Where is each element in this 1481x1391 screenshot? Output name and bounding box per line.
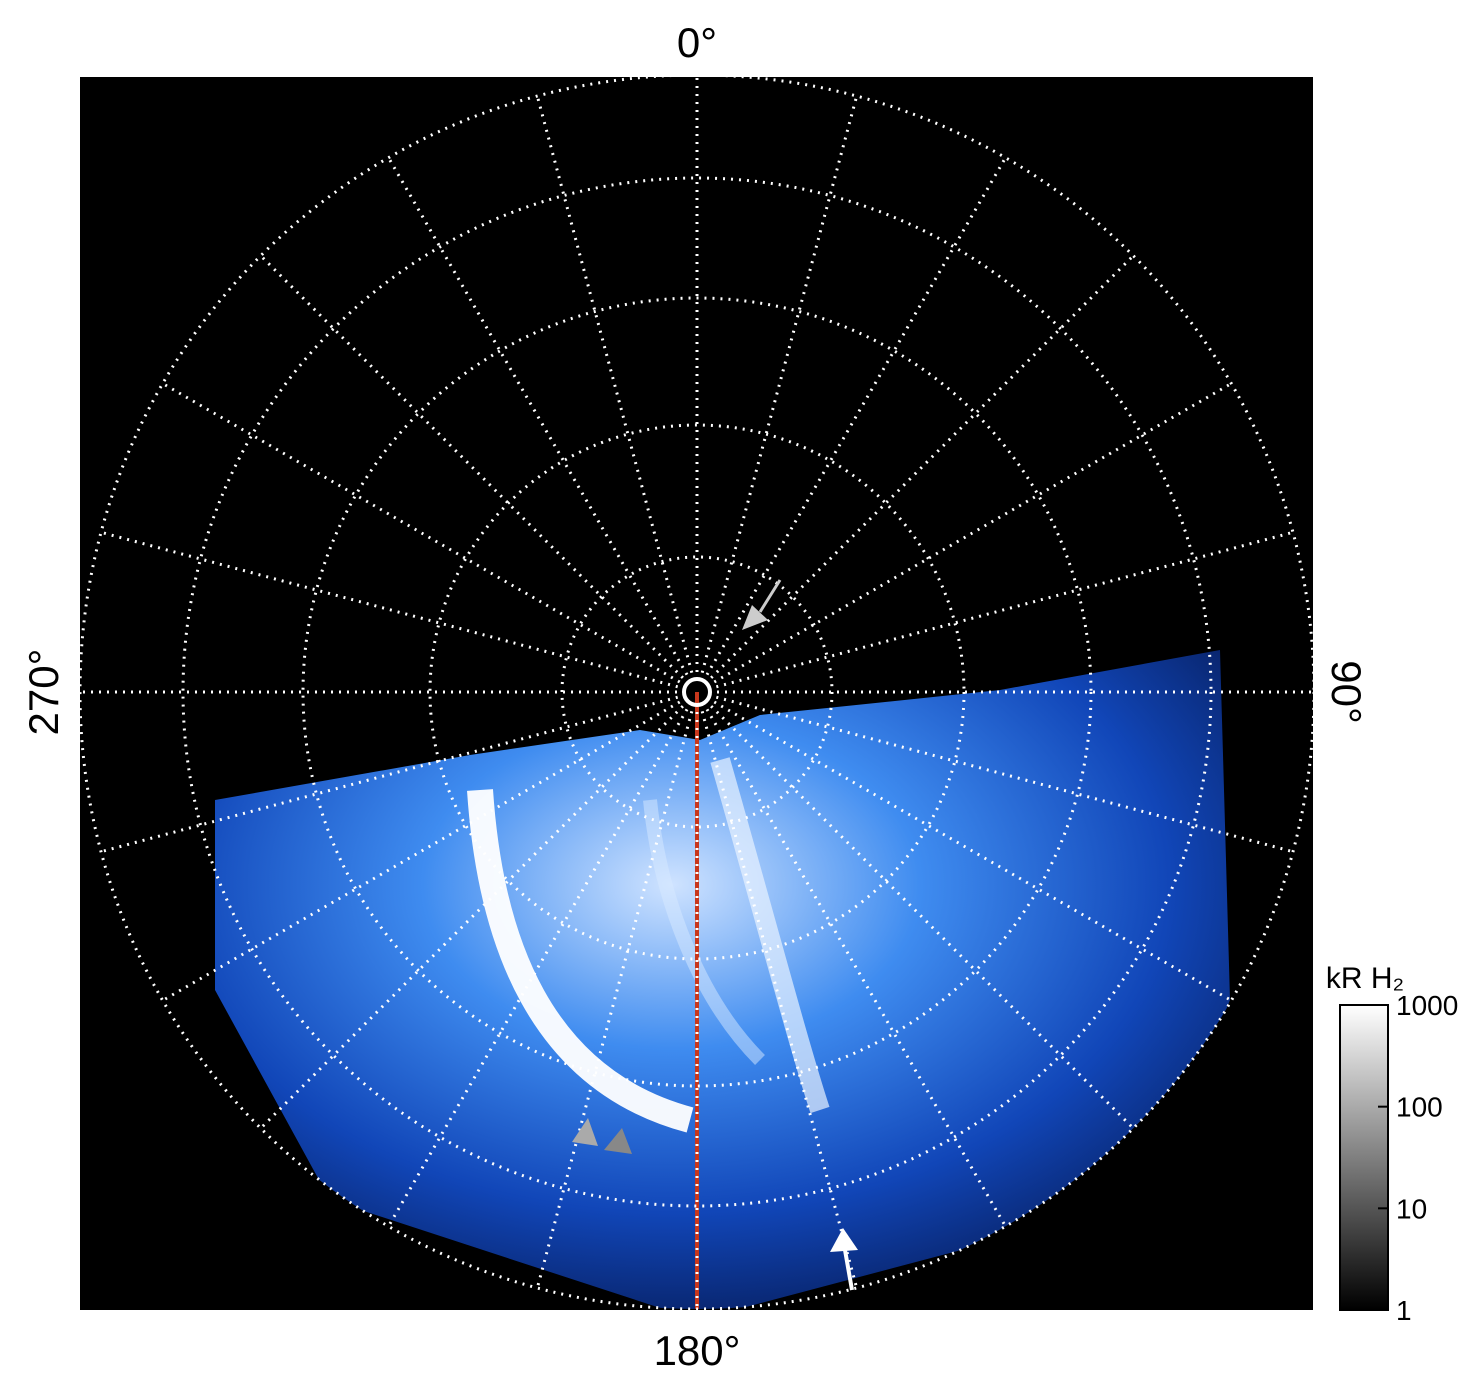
angle-label: 90° [1323, 660, 1370, 724]
colorbar-tick-label: 1000 [1396, 990, 1458, 1021]
grid-spoke [100, 530, 679, 689]
arrow [830, 1228, 858, 1252]
colorbar-tick-label: 100 [1396, 1092, 1443, 1123]
grid-spoke [705, 708, 1007, 1228]
grid-circle [428, 423, 966, 961]
colorbar-tick-label: 10 [1396, 1193, 1427, 1224]
grid-spoke [387, 708, 689, 1228]
grid-spoke [713, 700, 1233, 1002]
colorbar-tick-label: 1 [1396, 1295, 1412, 1326]
arrow [604, 1128, 632, 1154]
grid-spoke [715, 530, 1294, 689]
grid-spoke [535, 95, 694, 674]
arrow [742, 605, 768, 630]
grid-spoke [700, 95, 859, 674]
grid-spoke [161, 700, 681, 1002]
pole-marker [682, 677, 712, 707]
grid-spoke [710, 254, 1135, 679]
grid-spoke [705, 156, 1007, 676]
grid-spoke [700, 710, 859, 1289]
grid-spoke [259, 705, 684, 1130]
grid-spoke [715, 695, 1294, 854]
grid-spoke [161, 382, 681, 684]
grid-spoke [387, 156, 689, 676]
colorbar [1339, 1004, 1389, 1311]
grid-circle [78, 73, 1316, 1311]
angle-label: 180° [654, 1327, 741, 1374]
grid-spoke [535, 710, 694, 1289]
grid-spoke [710, 705, 1135, 1130]
arrow [572, 1118, 598, 1146]
grid-circle [560, 555, 834, 829]
colorbar-label: kR H₂ [1326, 962, 1404, 995]
angle-label: 0° [677, 19, 717, 66]
grid-spoke [713, 382, 1233, 684]
grid-spoke [259, 254, 684, 679]
polar-grid [78, 73, 1316, 1311]
grid-spoke [100, 695, 679, 854]
angle-label: 270° [20, 649, 67, 736]
grid-circle [181, 176, 1213, 1208]
aurora-image [215, 650, 1230, 1309]
grid-circle [301, 296, 1093, 1088]
